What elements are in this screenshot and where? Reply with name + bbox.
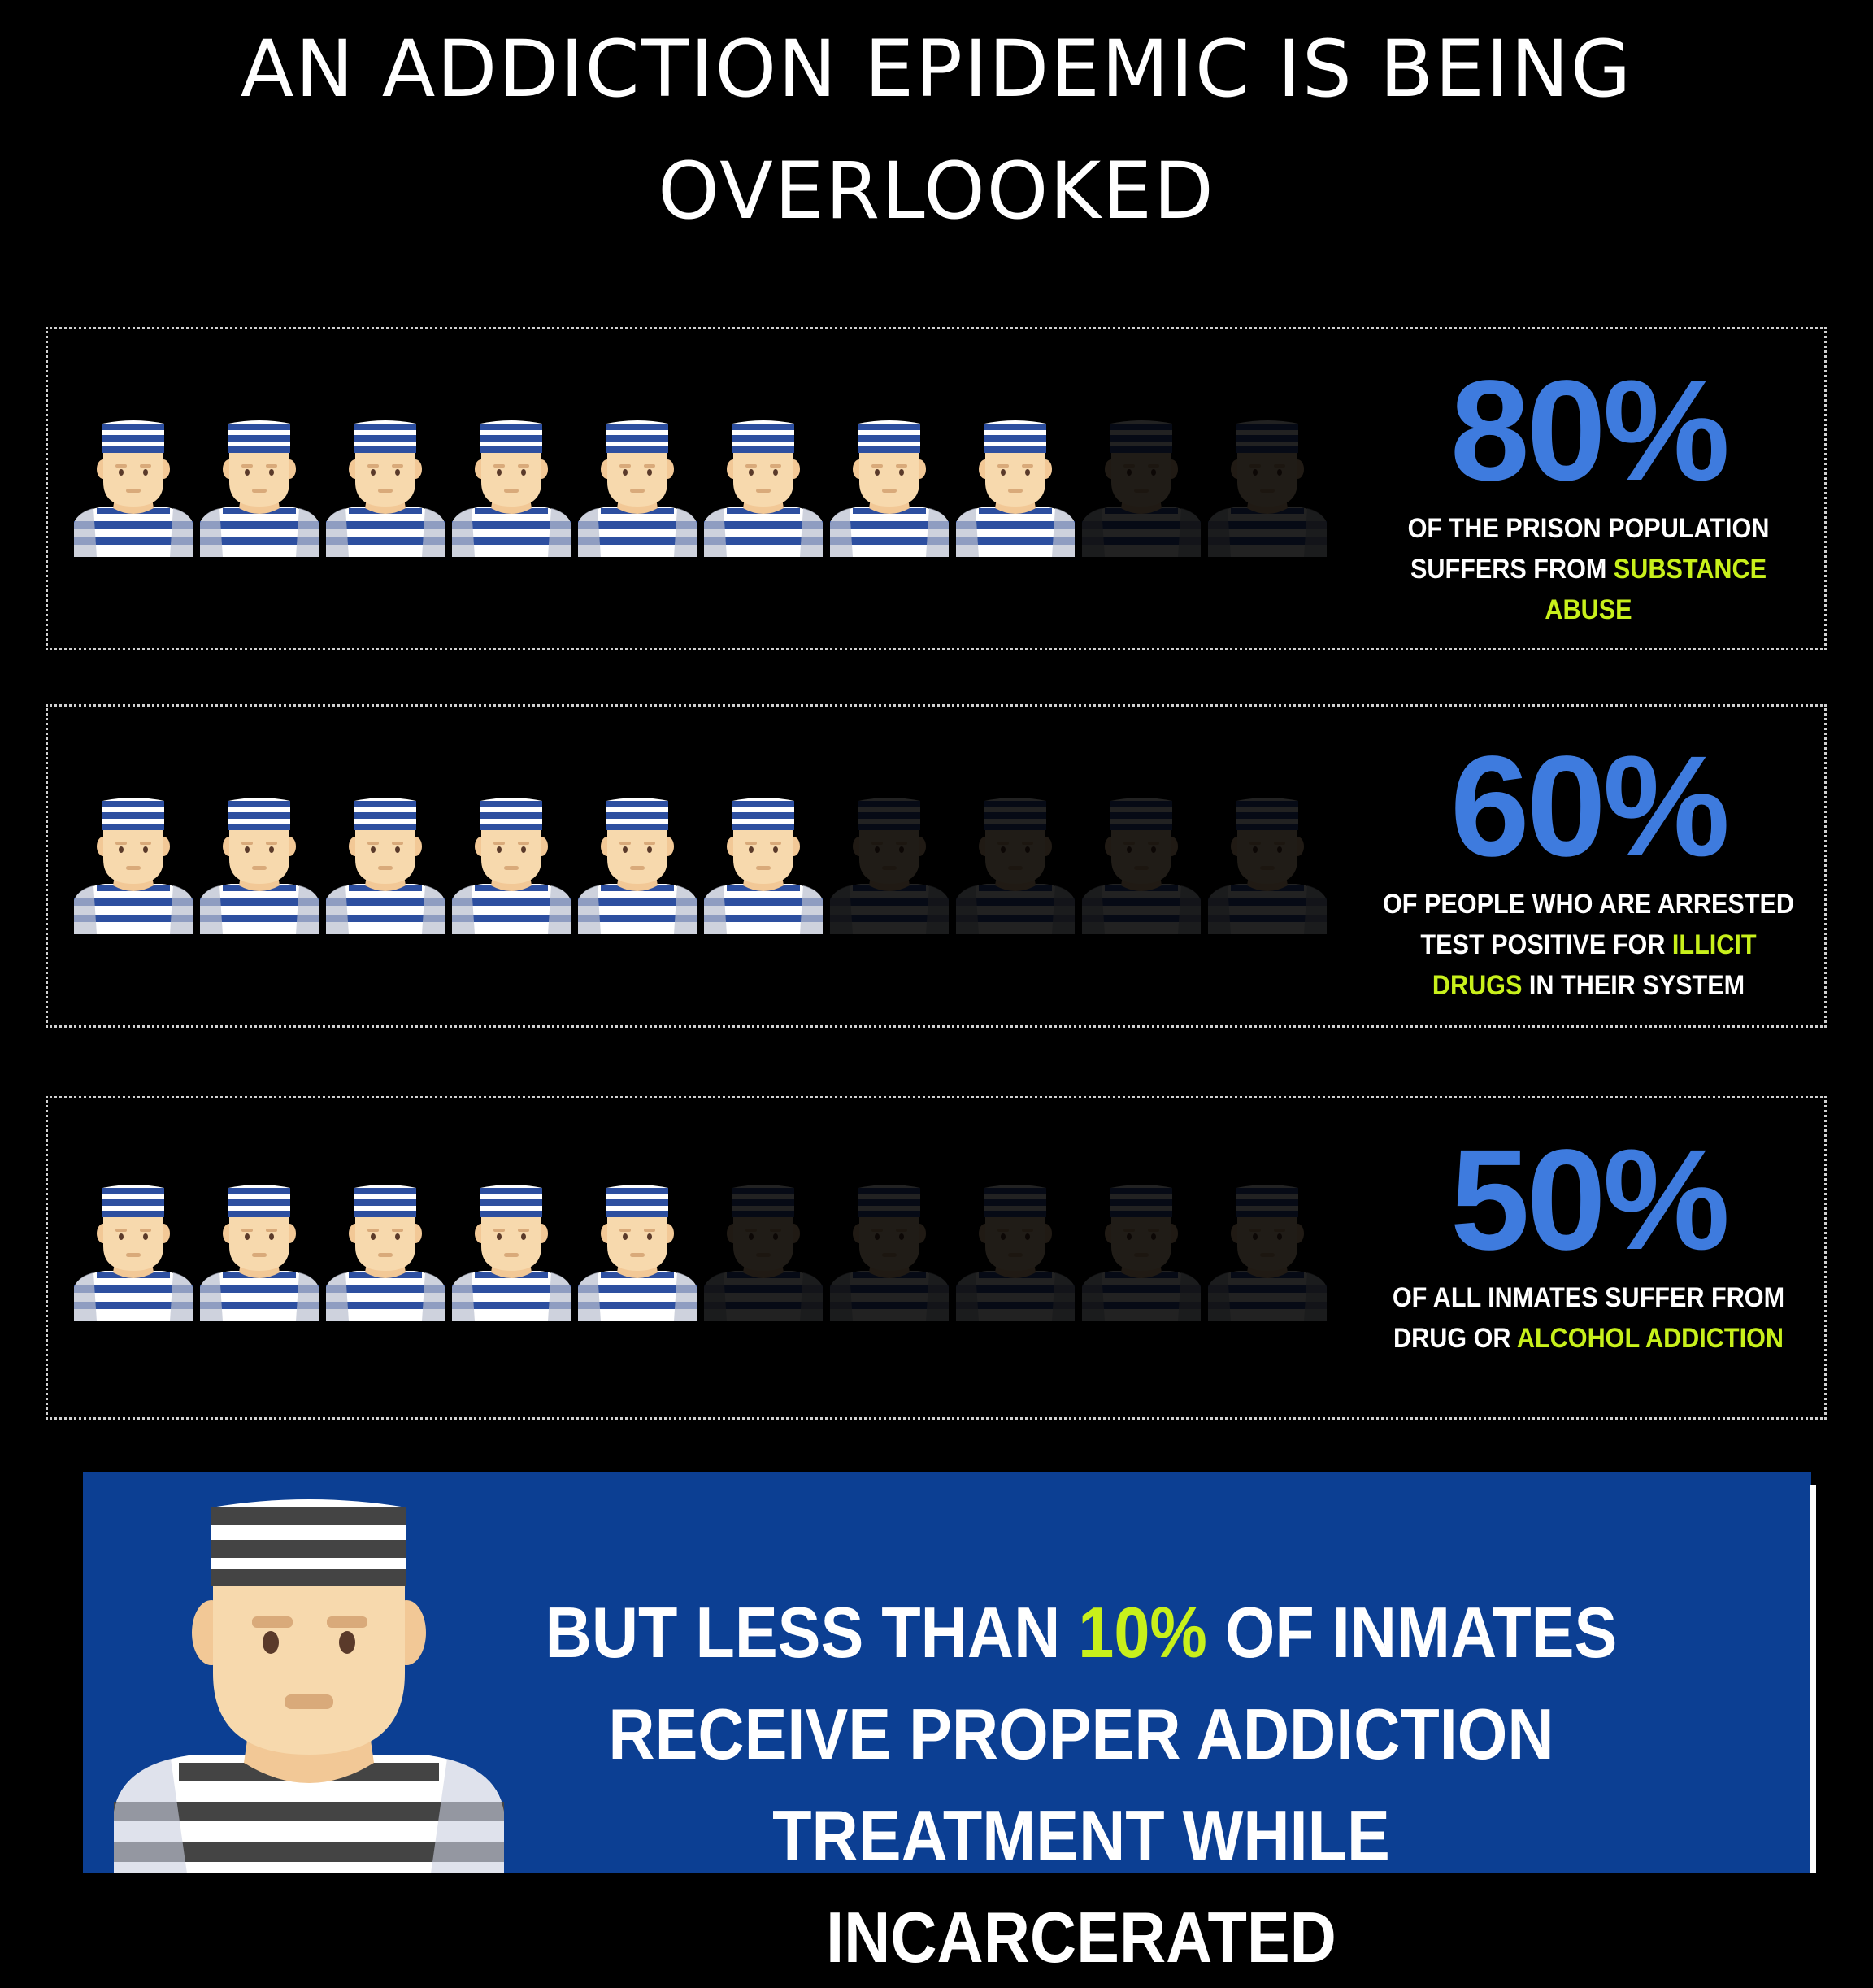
prisoner-icon <box>1206 796 1328 934</box>
stat-percent: 60% <box>1449 727 1730 886</box>
stat-percent: 80% <box>1449 351 1730 511</box>
prisoner-icon <box>954 796 1076 934</box>
prisoner-icon <box>702 419 824 557</box>
desc-text: OF THE PRISON POPULATION SUFFERS FROM <box>1407 513 1770 585</box>
prisoner-icon <box>828 796 950 934</box>
prisoner-icon <box>1206 1183 1328 1321</box>
stat-block: 50% OF ALL INMATES SUFFER FROM DRUG OR A… <box>1349 1120 1828 1359</box>
prisoner-icon <box>450 1183 572 1321</box>
prisoner-icon <box>828 419 950 557</box>
desc-highlight: ILLICIT DRUGS <box>1432 929 1757 1001</box>
prisoner-icon-row <box>72 1183 1341 1321</box>
prisoner-icon <box>1206 419 1328 557</box>
stat-block: 60% OF PEOPLE WHO ARE ARRESTED TEST POSI… <box>1349 727 1828 1006</box>
prisoner-icon <box>72 419 194 557</box>
prisoner-icon <box>324 1183 446 1321</box>
prisoner-icon <box>198 1183 320 1321</box>
prisoner-icon <box>1080 1183 1202 1321</box>
stat-description: OF ALL INMATES SUFFER FROM DRUG OR ALCOH… <box>1373 1277 1805 1359</box>
prisoner-icon <box>576 1183 698 1321</box>
prisoner-icon-row <box>72 419 1341 557</box>
prisoner-icon <box>954 419 1076 557</box>
stat-panel-1: 80% OF THE PRISON POPULATION SUFFERS FRO… <box>46 327 1827 650</box>
prisoner-icon <box>324 419 446 557</box>
desc-text: OF PEOPLE WHO ARE ARRESTED TEST POSITIVE… <box>1382 889 1795 960</box>
banner-text-start: BUT LESS THAN <box>545 1592 1079 1673</box>
prisoner-icon <box>954 1183 1076 1321</box>
prisoner-icon <box>450 796 572 934</box>
prisoner-icon <box>576 419 698 557</box>
prisoner-icon <box>828 1183 950 1321</box>
desc-text-end: IN THEIR SYSTEM <box>1522 970 1745 1001</box>
stat-description: OF THE PRISON POPULATION SUFFERS FROM SU… <box>1373 508 1805 630</box>
stat-block: 80% OF THE PRISON POPULATION SUFFERS FRO… <box>1349 351 1828 630</box>
prisoner-icon <box>1080 419 1202 557</box>
prisoner-icon <box>198 796 320 934</box>
prisoner-icon <box>702 1183 824 1321</box>
desc-highlight: ALCOHOL ADDICTION <box>1516 1323 1784 1354</box>
stat-panel-2: 60% OF PEOPLE WHO ARE ARRESTED TEST POSI… <box>46 704 1827 1028</box>
prisoner-icon <box>702 796 824 934</box>
prisoner-icon <box>1080 796 1202 934</box>
banner-text: BUT LESS THAN 10% OF INMATES RECEIVE PRO… <box>518 1581 1645 1988</box>
title-line-1: AN ADDICTION EPIDEMIC IS BEING <box>240 24 1633 115</box>
prisoner-icon-row <box>72 796 1341 934</box>
desc-text: OF ALL INMATES SUFFER FROM DRUG OR <box>1392 1282 1785 1354</box>
banner-edge <box>1810 1485 1816 1873</box>
prisoner-icon <box>72 1183 194 1321</box>
desc-highlight: SUBSTANCE ABUSE <box>1545 554 1767 625</box>
prisoner-icon <box>72 796 194 934</box>
prisoner-icon <box>198 419 320 557</box>
prisoner-icon <box>324 796 446 934</box>
prisoner-icon <box>450 419 572 557</box>
stat-panel-3: 50% OF ALL INMATES SUFFER FROM DRUG OR A… <box>46 1096 1827 1420</box>
prisoner-icon <box>114 1499 504 1873</box>
stat-percent: 50% <box>1449 1120 1730 1280</box>
stat-description: OF PEOPLE WHO ARE ARRESTED TEST POSITIVE… <box>1373 884 1805 1006</box>
prisoner-icon <box>576 796 698 934</box>
page-title: AN ADDICTION EPIDEMIC IS BEING OVERLOOKE… <box>0 8 1873 252</box>
title-line-2: OVERLOOKED <box>658 146 1215 237</box>
banner-highlight: 10% <box>1078 1592 1207 1673</box>
